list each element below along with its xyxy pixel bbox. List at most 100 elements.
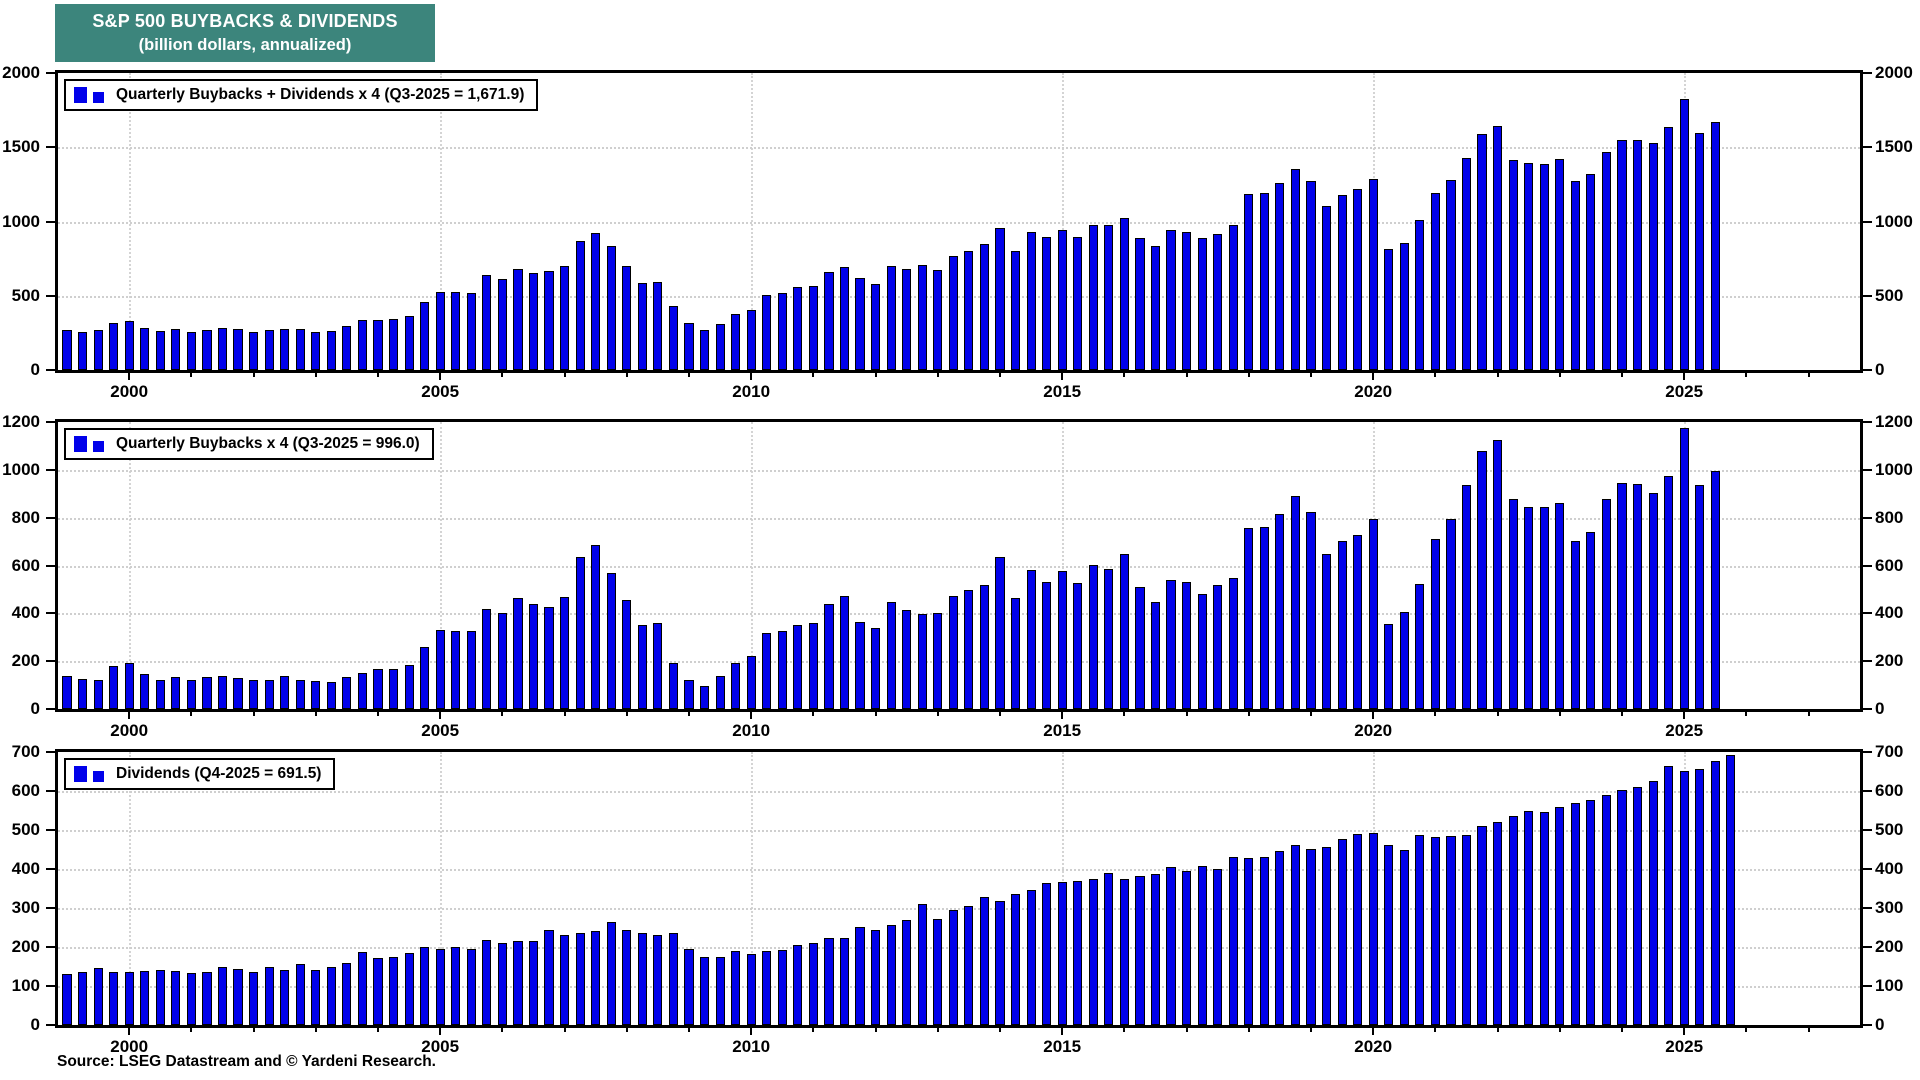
y-tick-label: 600 [11,555,40,575]
x-axis-tick [1496,1028,1499,1032]
bar [62,330,72,370]
bar [591,232,601,370]
y-axis-tick [46,907,55,909]
legend-marker-large-icon [74,436,87,452]
x-axis-tick [439,373,442,380]
y-tick-label: 1500 [2,137,40,157]
bar [280,970,290,1025]
y-tick-label: 1000 [2,459,40,479]
bar [544,607,554,709]
bar [1337,839,1347,1025]
bar [1384,624,1394,709]
y-tick-label: 0 [30,699,40,718]
y-axis-tick [1863,612,1872,615]
horizontal-gridline [58,613,1860,616]
y-axis-tick [46,369,55,371]
y-axis-tick [46,790,55,792]
bar [1493,440,1503,709]
bar [1290,168,1301,370]
bar [1586,531,1596,709]
bar [357,952,368,1025]
bar [1430,538,1440,709]
bar [1353,833,1363,1025]
bar [1601,152,1612,370]
bar [731,313,741,370]
bar [808,285,818,370]
bar [497,279,507,370]
bar [1306,512,1316,709]
y-axis-tick [1863,751,1872,753]
bar [1119,554,1129,709]
bar [295,328,305,370]
bar [373,319,383,370]
y-tick-label: 400 [1875,859,1904,878]
bar [1104,569,1114,709]
x-tick-label: 2010 [732,1037,771,1056]
y-axis-tick [46,946,55,948]
bar [684,679,694,709]
y-tick-label: 700 [1875,742,1904,761]
x-axis-tick [501,373,504,377]
bar [622,930,632,1025]
bar [155,970,165,1025]
x-axis-tick [1683,373,1686,380]
horizontal-gridline [58,469,1860,472]
bar [948,909,958,1025]
bar [326,331,336,370]
bar [186,679,196,709]
bar [93,330,103,370]
legend-marker-large-icon [74,87,87,103]
bar [1073,583,1083,709]
x-axis-tick [1434,712,1437,716]
bar [995,228,1005,370]
bar [1197,865,1207,1025]
bar [155,679,165,709]
bar [1259,857,1269,1025]
horizontal-gridline [58,908,1860,910]
bar [420,646,430,709]
x-axis-tick [688,712,690,716]
bar [1632,139,1643,370]
x-axis-tick [874,712,877,716]
bar [808,623,818,709]
y-tick-label: 2000 [2,63,40,82]
y-tick-label: 500 [11,285,40,305]
x-axis-tick [688,1028,690,1032]
bar [186,972,196,1025]
bar [373,668,383,709]
bar [560,265,570,370]
bar [466,292,476,370]
legend-marker-large-icon [74,766,87,782]
x-axis-tick [1310,712,1312,716]
bar [1461,158,1472,370]
bar [342,962,352,1025]
x-axis-tick [874,373,877,377]
bar [1042,582,1052,709]
bar [591,931,601,1025]
bar [528,603,539,709]
bar [777,292,787,370]
bar [917,265,927,370]
x-axis-tick [1558,373,1561,377]
x-axis-tick [1372,1028,1375,1035]
bar [1306,180,1316,370]
bar [1430,192,1440,370]
bar [466,949,476,1025]
y-axis-tick [1863,369,1872,371]
bar [1539,812,1549,1025]
chart-title: S&P 500 BUYBACKS & DIVIDENDS [92,10,398,31]
y-tick-label: 200 [1875,937,1904,956]
bar [1524,163,1534,370]
bar [513,941,523,1025]
x-axis-tick [1807,712,1810,716]
x-axis-tick [1434,373,1437,377]
bar [1524,507,1534,709]
bar [217,327,228,370]
bar [1399,242,1409,370]
bar [948,255,958,370]
bar [1321,554,1332,709]
bar [933,918,943,1025]
bar [1555,806,1565,1025]
bar [1664,127,1674,370]
x-axis-tick [1558,1028,1561,1032]
